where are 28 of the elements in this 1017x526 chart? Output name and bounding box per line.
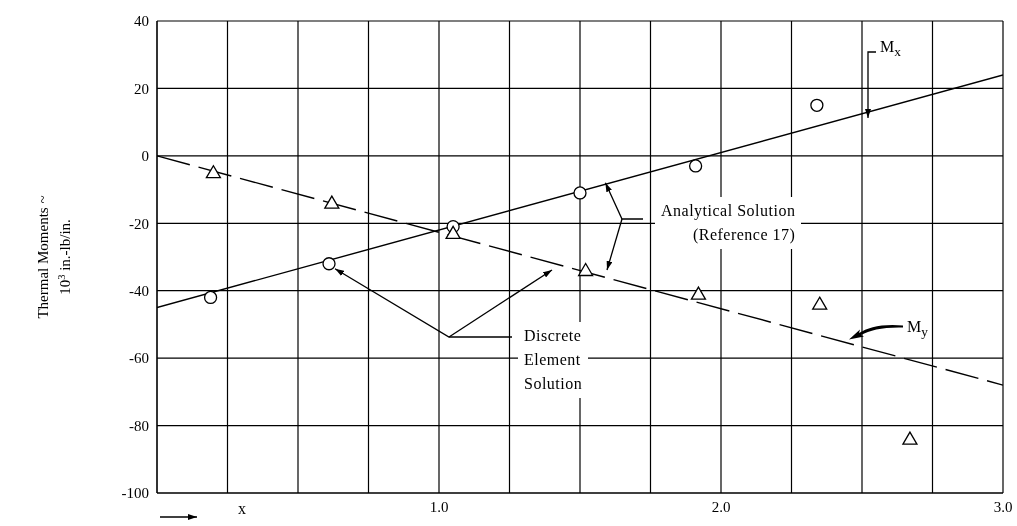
point [812,296,828,310]
x-tick-label: 3.0 [993,498,1013,515]
text: M$_{x}$ [878,38,903,61]
x-axis-title: x [238,500,246,518]
y-tick-label: -60 [129,350,149,367]
point [577,262,594,277]
y-tick-label: -100 [121,485,149,502]
x-tick-label: 1.0 [429,498,449,515]
y-tick-label: 20 [134,80,149,97]
point [322,257,336,271]
point [573,186,587,200]
y-tick-label: -80 [129,417,149,434]
point [445,225,461,240]
legend-label: M$_{y}$ [905,318,930,341]
point [688,159,703,173]
annotation: Analytical Solution (Reference 17) [655,197,802,249]
y-tick-label: 40 [134,13,149,30]
y-tick-label: -20 [129,215,149,232]
y-tick-label: -40 [129,283,149,300]
point [203,290,218,305]
point [205,165,222,179]
x-tick-label: 2.0 [711,498,731,515]
point [690,286,707,300]
point [324,195,340,209]
point [902,431,918,445]
y-tick-label: 0 [141,148,149,165]
annotation: Discrete Element Solution [518,322,589,398]
point [810,98,824,112]
